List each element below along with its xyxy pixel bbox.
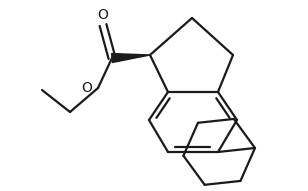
Text: O: O [98,8,108,22]
Polygon shape [111,53,150,62]
Text: O: O [81,81,92,95]
